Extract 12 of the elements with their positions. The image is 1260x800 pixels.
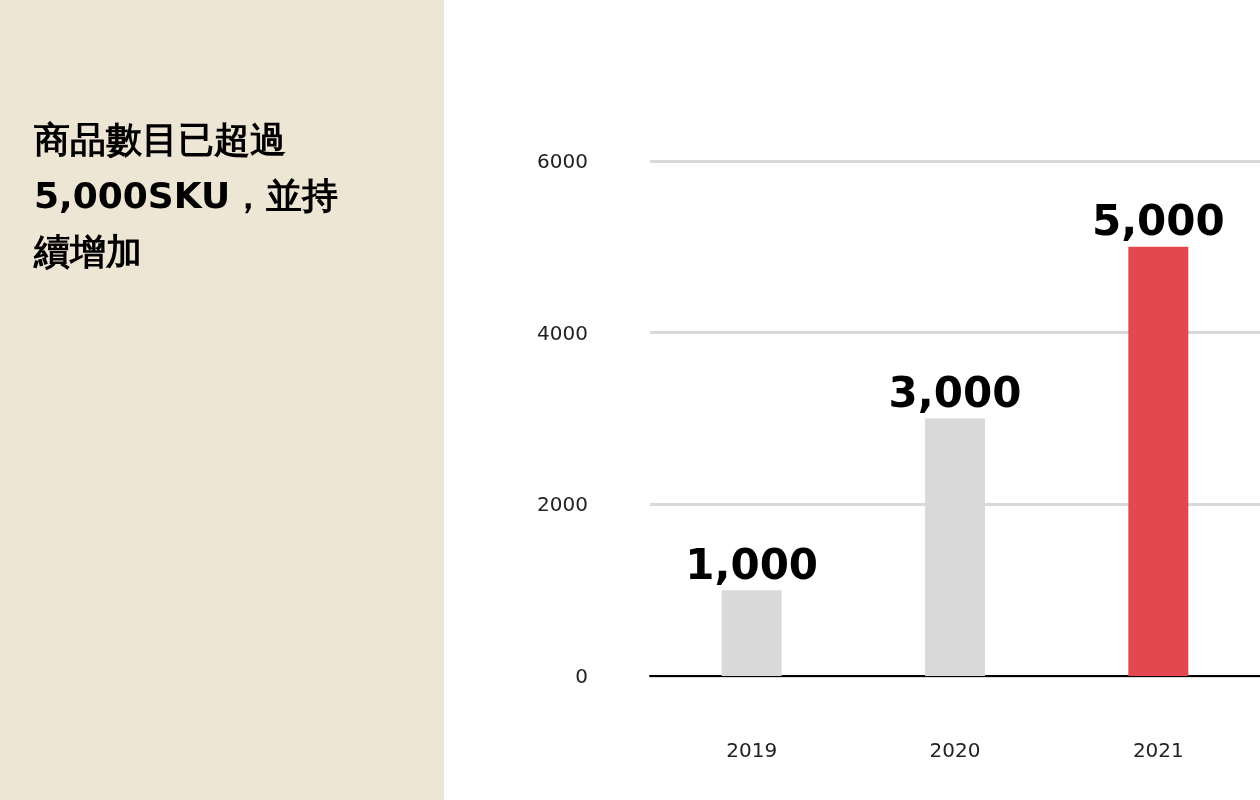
data-label: 1,000 — [685, 539, 819, 589]
data-label: 5,000 — [1091, 196, 1225, 246]
text: 商品數目已超過5,000SKU，並持續增加 — [34, 118, 340, 274]
x-tick-label: 2019 — [726, 738, 778, 762]
data-label: 3,000 — [888, 368, 1022, 417]
x-tick-label: 2020 — [929, 738, 981, 762]
x-tick-label: 2021 — [1132, 738, 1184, 762]
y-tick-label: 4000 — [537, 320, 588, 345]
y-tick-label: 0 — [575, 664, 588, 688]
y-tick-label: 6000 — [537, 149, 588, 173]
bar — [1128, 246, 1189, 676]
y-tick-label: 2000 — [537, 492, 588, 517]
